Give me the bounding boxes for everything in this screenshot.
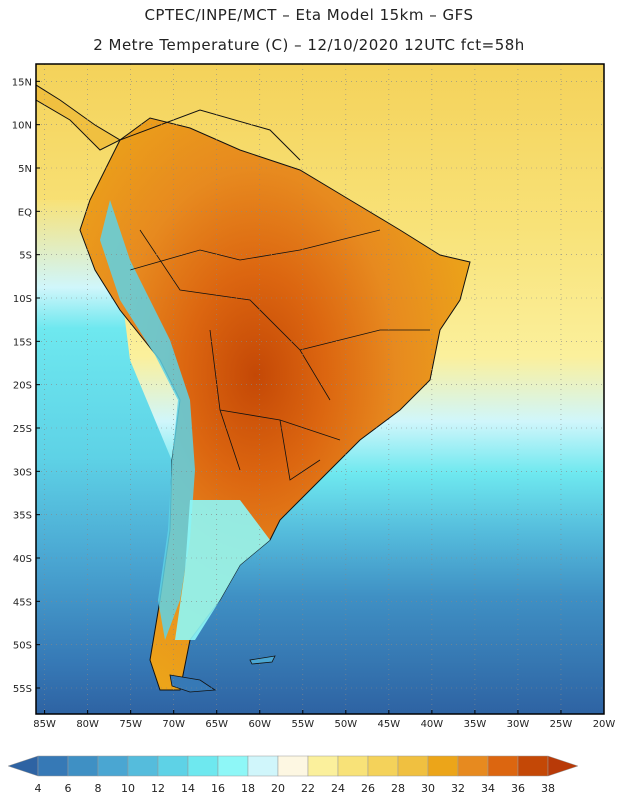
color-legend: 4 6 8 10 12 14 16 18 20 22 24 26 28 30 32 34 36 38 (7, 755, 579, 795)
central-american-isthmus (36, 84, 122, 151)
falkland-islands (249, 655, 276, 665)
legend-tick-label: 10 (121, 782, 135, 795)
legend-tick-label: 12 (151, 782, 165, 795)
lat-label: 20S (13, 381, 32, 392)
lon-label: 30W (507, 719, 530, 730)
legend-swatch (127, 755, 159, 777)
lat-label: 25S (13, 424, 32, 435)
legend-tick-label: 22 (301, 782, 315, 795)
lat-label: EQ (18, 207, 32, 218)
patagonia-cool-region (175, 500, 270, 640)
country-borders (129, 229, 430, 481)
lat-label: 15N (12, 77, 32, 88)
legend-tick-label: 6 (65, 782, 72, 795)
lon-label: 80W (76, 719, 99, 730)
lon-label: 85W (33, 719, 56, 730)
lat-label: 35S (13, 511, 32, 522)
map-subtitle: 2 Metre Temperature (C) – 12/10/2020 12U… (93, 36, 525, 54)
legend-tick-label: 24 (331, 782, 345, 795)
lat-label: 5S (19, 251, 32, 262)
legend-tick-label: 38 (541, 782, 555, 795)
lon-label: 60W (248, 719, 271, 730)
lat-label: 40S (13, 554, 32, 565)
legend-tick-label: 20 (271, 782, 285, 795)
legend-over-arrow (547, 755, 579, 777)
lat-label: 5N (18, 164, 32, 175)
lat-label: 55S (13, 684, 32, 695)
legend-tick-label: 16 (211, 782, 225, 795)
legend-swatch (487, 755, 519, 777)
legend-tick-label: 30 (421, 782, 435, 795)
legend-swatch (217, 755, 249, 777)
map-title: CPTEC/INPE/MCT – Eta Model 15km – GFS (144, 6, 474, 24)
map-field (36, 64, 604, 714)
pacific-ocean (36, 200, 190, 714)
legend-swatch (517, 755, 549, 777)
lon-label: 20W (593, 719, 616, 730)
map-frame (35, 63, 605, 715)
lon-label: 25W (550, 719, 573, 730)
lon-label: 45W (378, 719, 401, 730)
legend-swatch (277, 755, 309, 777)
legend-swatch (37, 755, 69, 777)
legend-tick-label: 14 (181, 782, 195, 795)
legend-tick-label: 32 (451, 782, 465, 795)
lat-label: 45S (13, 597, 32, 608)
legend-tick-label: 4 (35, 782, 42, 795)
lon-label: 50W (335, 719, 358, 730)
lon-label: 65W (205, 719, 228, 730)
legend-tick-label: 34 (481, 782, 495, 795)
graticule (36, 64, 604, 714)
lon-label: 40W (421, 719, 444, 730)
longitude-labels: 85W 80W 75W 70W 65W 60W 55W 50W 45W 40W 35W 30W 25W 2… (33, 710, 615, 730)
legend-tick-label: 8 (95, 782, 102, 795)
legend-swatch (97, 755, 129, 777)
legend-swatch (247, 755, 279, 777)
legend-swatch (187, 755, 219, 777)
legend-tick-label: 18 (241, 782, 255, 795)
legend-swatch (157, 755, 189, 777)
legend-tick-label: 36 (511, 782, 525, 795)
legend-swatch (337, 755, 369, 777)
lat-label: 50S (13, 641, 32, 652)
legend-swatch (67, 755, 99, 777)
latitude-labels: 15N 10N 5N EQ 5S 10S 15S 20S 25S 30S 35S 40S 45S 50S 5… (12, 77, 40, 695)
legend-under-arrow (7, 755, 39, 777)
legend-swatch (397, 755, 429, 777)
lat-label: 10N (12, 121, 32, 132)
legend-swatch (367, 755, 399, 777)
legend-tick-label: 26 (361, 782, 375, 795)
lon-label: 75W (119, 719, 142, 730)
lon-label: 55W (291, 719, 314, 730)
lat-label: 10S (13, 294, 32, 305)
legend-swatch (307, 755, 339, 777)
andes-cool-band (100, 200, 195, 640)
legend-swatch (427, 755, 459, 777)
legend-swatch (457, 755, 489, 777)
lon-label: 70W (162, 719, 185, 730)
legend-tick-label: 28 (391, 782, 405, 795)
lon-label: 35W (464, 719, 487, 730)
caribbean-coast (119, 109, 301, 161)
lat-label: 30S (13, 467, 32, 478)
lat-label: 15S (13, 337, 32, 348)
